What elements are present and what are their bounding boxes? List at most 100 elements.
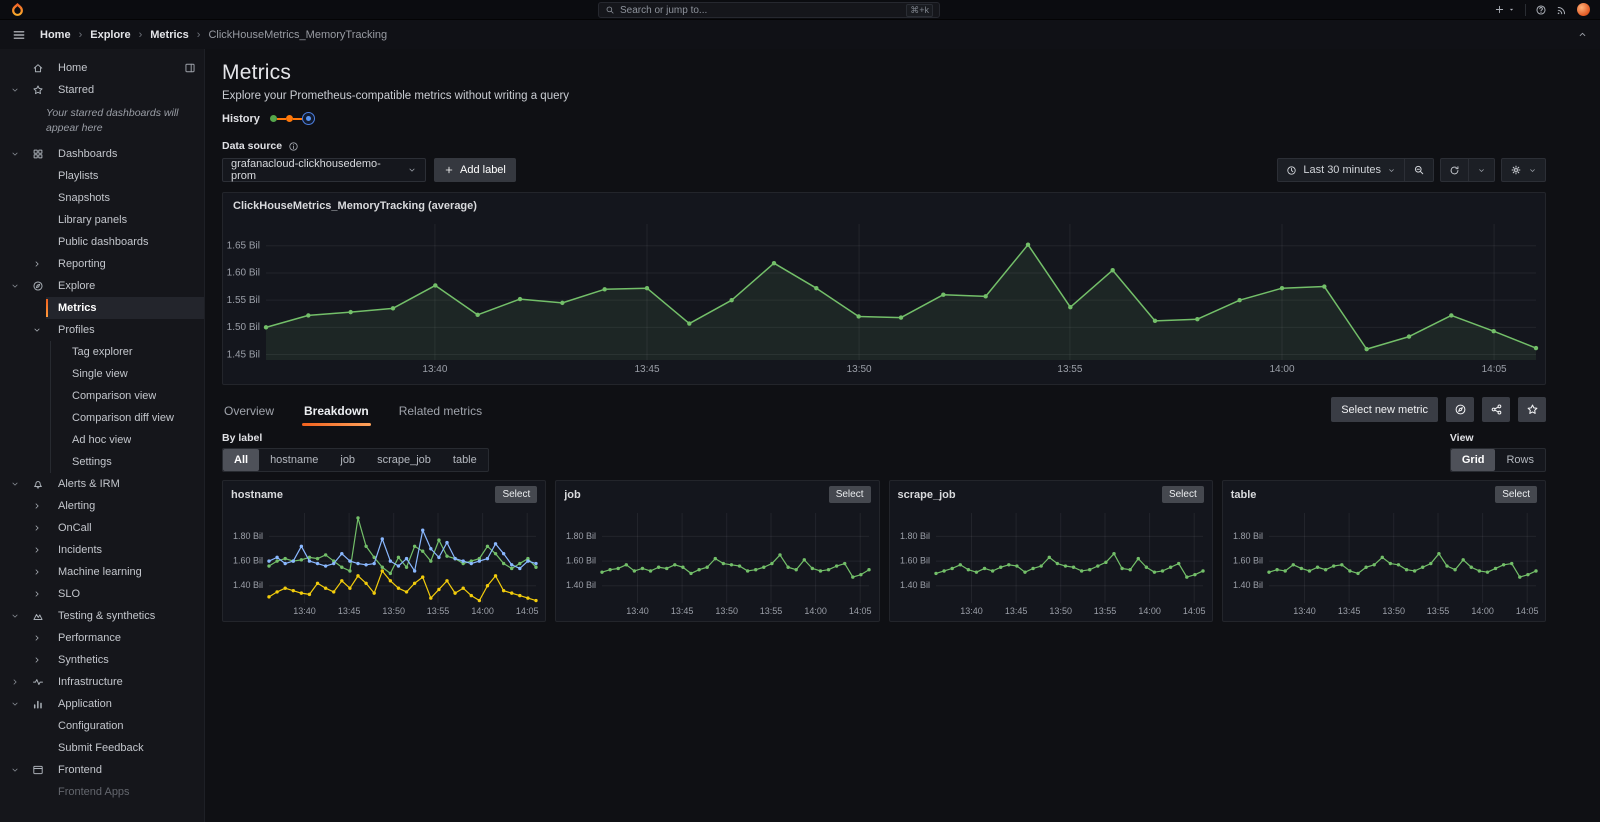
sidebar-item-application[interactable]: Application	[0, 693, 204, 715]
expand-chevron[interactable]	[10, 765, 32, 775]
sidebar-item-tag-explorer[interactable]: Tag explorer	[0, 341, 204, 364]
sidebar-item-label: Public dashboards	[58, 236, 149, 249]
panel-chart-scrape_job[interactable]	[889, 507, 1211, 619]
panel-chart-job[interactable]	[556, 507, 878, 619]
breadcrumb-item-home[interactable]: Home	[40, 28, 71, 41]
sidebar-item-explore[interactable]: Explore	[0, 275, 204, 297]
label-filter-table[interactable]: table	[442, 449, 488, 471]
add-label-text: Add label	[460, 164, 506, 176]
expand-chevron[interactable]	[10, 85, 32, 95]
tab-related-metrics[interactable]: Related metrics	[398, 404, 483, 418]
sidebar-item-comparison-diff-view[interactable]: Comparison diff view	[0, 407, 204, 430]
settings-button[interactable]	[1501, 158, 1546, 182]
sidebar-item-home[interactable]: Home	[0, 57, 204, 79]
time-range-picker[interactable]: Last 30 minutes	[1277, 158, 1405, 182]
star-icon	[33, 85, 43, 95]
main-chart[interactable]	[224, 216, 1544, 378]
expand-chevron[interactable]	[10, 149, 32, 159]
panel-select-button-job[interactable]: Select	[828, 486, 871, 503]
news-button[interactable]	[1556, 4, 1568, 16]
sidebar-item-ad-hoc-view[interactable]: Ad hoc view	[0, 429, 204, 452]
sidebar-item-alerts-irm[interactable]: Alerts & IRM	[0, 473, 204, 495]
panel-select-button-table[interactable]: Select	[1495, 486, 1537, 503]
sidebar-item-oncall[interactable]: OnCall	[0, 517, 204, 539]
zoom-out-icon	[1413, 164, 1425, 176]
sidebar-item-testing-synthetics[interactable]: Testing & synthetics	[0, 605, 204, 627]
menu-toggle-button[interactable]	[12, 28, 26, 42]
help-button[interactable]	[1535, 4, 1547, 16]
expand-chevron[interactable]	[10, 611, 32, 621]
page-subtitle: Explore your Prometheus-compatible metri…	[222, 90, 570, 102]
add-label-button[interactable]: Add label	[434, 158, 516, 182]
refresh-interval-dropdown[interactable]	[1469, 158, 1495, 182]
refresh-button[interactable]	[1440, 158, 1469, 182]
sidebar-item-label: Settings	[72, 456, 112, 469]
label-filter-all[interactable]: All	[223, 449, 260, 471]
panel-select-button-hostname[interactable]: Select	[495, 486, 538, 503]
expand-chevron[interactable]	[10, 479, 32, 489]
expand-chevron[interactable]	[10, 699, 32, 709]
sidebar-item-profiles[interactable]: Profiles	[0, 319, 204, 341]
sidebar-item-library-panels[interactable]: Library panels	[0, 209, 204, 231]
user-avatar[interactable]	[1577, 3, 1590, 16]
sidebar-item-single-view[interactable]: Single view	[0, 363, 204, 386]
select-new-metric-button[interactable]: Select new metric	[1331, 397, 1438, 422]
sidebar-item-snapshots[interactable]: Snapshots	[0, 187, 204, 209]
breadcrumb-item-explore[interactable]: Explore	[90, 28, 131, 41]
explore-button[interactable]	[1446, 397, 1474, 422]
search-input[interactable]: Search or jump to... ⌘+k	[598, 2, 940, 18]
expand-chevron[interactable]	[10, 677, 32, 687]
tab-overview[interactable]: Overview	[224, 404, 275, 418]
info-icon[interactable]	[288, 141, 299, 152]
history-timeline-widget[interactable]	[269, 112, 315, 125]
sidebar-item-reporting[interactable]: Reporting	[0, 253, 204, 275]
datasource-select[interactable]: grafanacloud-clickhousedemo-prom	[222, 158, 426, 182]
label-filter-job[interactable]: job	[329, 449, 366, 471]
panel-chart-table[interactable]	[1222, 507, 1544, 619]
refresh-icon	[1449, 165, 1460, 176]
label-filter-scrape-job[interactable]: scrape_job	[366, 449, 442, 471]
sidebar-item-slo[interactable]: SLO	[0, 583, 204, 605]
sidebar-item-incidents[interactable]: Incidents	[0, 539, 204, 561]
sidebar-item-performance[interactable]: Performance	[0, 627, 204, 649]
sidebar-item-machine-learning[interactable]: Machine learning	[0, 561, 204, 583]
breakdown-panel-scrape_job: scrape_job Select	[888, 480, 1213, 622]
sidebar-item-configuration[interactable]: Configuration	[0, 715, 204, 737]
share-button[interactable]	[1482, 397, 1510, 422]
sidebar-item-alerting[interactable]: Alerting	[0, 495, 204, 517]
panel-select-button-scrape_job[interactable]: Select	[1161, 486, 1204, 503]
plus-icon	[445, 166, 453, 174]
sidebar-item-settings[interactable]: Settings	[0, 451, 204, 474]
label-filter-hostname[interactable]: hostname	[259, 449, 329, 471]
history-step-dot[interactable]	[285, 115, 293, 122]
view-option-grid[interactable]: Grid	[1450, 449, 1496, 471]
sidebar-item-label: Dashboards	[58, 148, 118, 161]
sidebar-item-frontend-apps[interactable]: Frontend Apps	[0, 781, 204, 803]
panel-header: job Select	[556, 481, 878, 503]
apps-icon	[33, 150, 43, 159]
zoom-out-button[interactable]	[1405, 158, 1434, 182]
sidebar-item-infrastructure[interactable]: Infrastructure	[0, 671, 204, 693]
panel-chart-hostname[interactable]	[223, 507, 544, 619]
history-current-step[interactable]	[301, 112, 315, 125]
sidebar-item-dashboards[interactable]: Dashboards	[0, 143, 204, 165]
sidebar-item-playlists[interactable]: Playlists	[0, 165, 204, 187]
sidebar-item-metrics[interactable]: Metrics	[0, 297, 204, 320]
tab-breakdown[interactable]: Breakdown	[302, 400, 371, 426]
breadcrumb-item-metrics[interactable]: Metrics	[150, 28, 189, 41]
sidebar-item-submit-feedback[interactable]: Submit Feedback	[0, 737, 204, 759]
sidebar-item-public-dashboards[interactable]: Public dashboards	[0, 231, 204, 253]
history-step-dot[interactable]	[269, 115, 277, 122]
bookmark-button[interactable]	[1518, 397, 1546, 422]
expand-chevron[interactable]	[10, 281, 32, 291]
sidebar-item-synthetics[interactable]: Synthetics	[0, 649, 204, 671]
dock-icon[interactable]	[184, 62, 196, 74]
chevron-up-icon[interactable]	[1577, 29, 1588, 40]
new-button[interactable]	[1494, 4, 1516, 15]
sidebar-item-comparison-view[interactable]: Comparison view	[0, 385, 204, 408]
sidebar-item-starred[interactable]: Starred	[0, 79, 204, 101]
sidebar-item-frontend[interactable]: Frontend	[0, 759, 204, 781]
grafana-logo[interactable]	[10, 2, 26, 18]
view-option-rows[interactable]: Rows	[1495, 449, 1545, 471]
tabs-row: Overview Breakdown Related metrics Select …	[222, 397, 1546, 426]
